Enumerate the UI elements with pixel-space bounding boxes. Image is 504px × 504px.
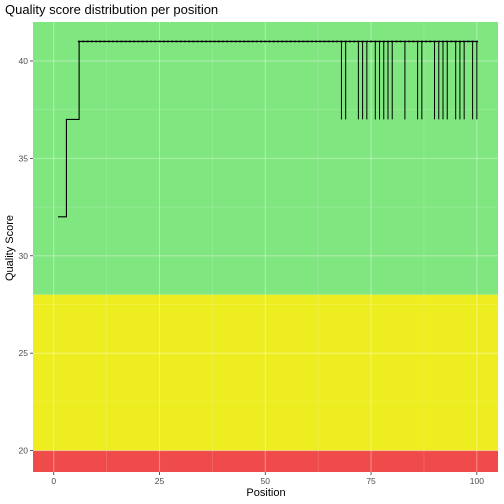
x-axis-ticks: 0 25 50 75 100 [51,472,484,486]
quality-series [57,40,479,218]
x-tick-label-1: 25 [155,476,165,486]
y-tick-label-2: 30 [19,251,29,261]
y-tick-label-4: 40 [19,56,29,66]
y-tick-label-3: 35 [19,153,29,163]
quality-band-1 [33,294,498,451]
y-tick-label-0: 20 [19,446,29,456]
x-tick-label-0: 0 [51,476,56,486]
x-tick-label-2: 50 [261,476,271,486]
grid-lines [33,11,498,472]
x-tick-label-3: 75 [366,476,376,486]
x-tick-label-4: 100 [470,476,484,486]
quality-bands [33,22,498,472]
chart-title: Quality score distribution per position [5,2,218,17]
x-axis-title: Position [246,487,285,499]
y-axis-ticks: 20 25 30 35 40 [19,56,33,456]
quality-band-0 [33,22,498,295]
series-line-0 [57,40,477,218]
y-axis-title: Quality Score [4,215,16,281]
quality-band-2 [33,450,498,472]
y-tick-label-1: 25 [19,348,29,358]
